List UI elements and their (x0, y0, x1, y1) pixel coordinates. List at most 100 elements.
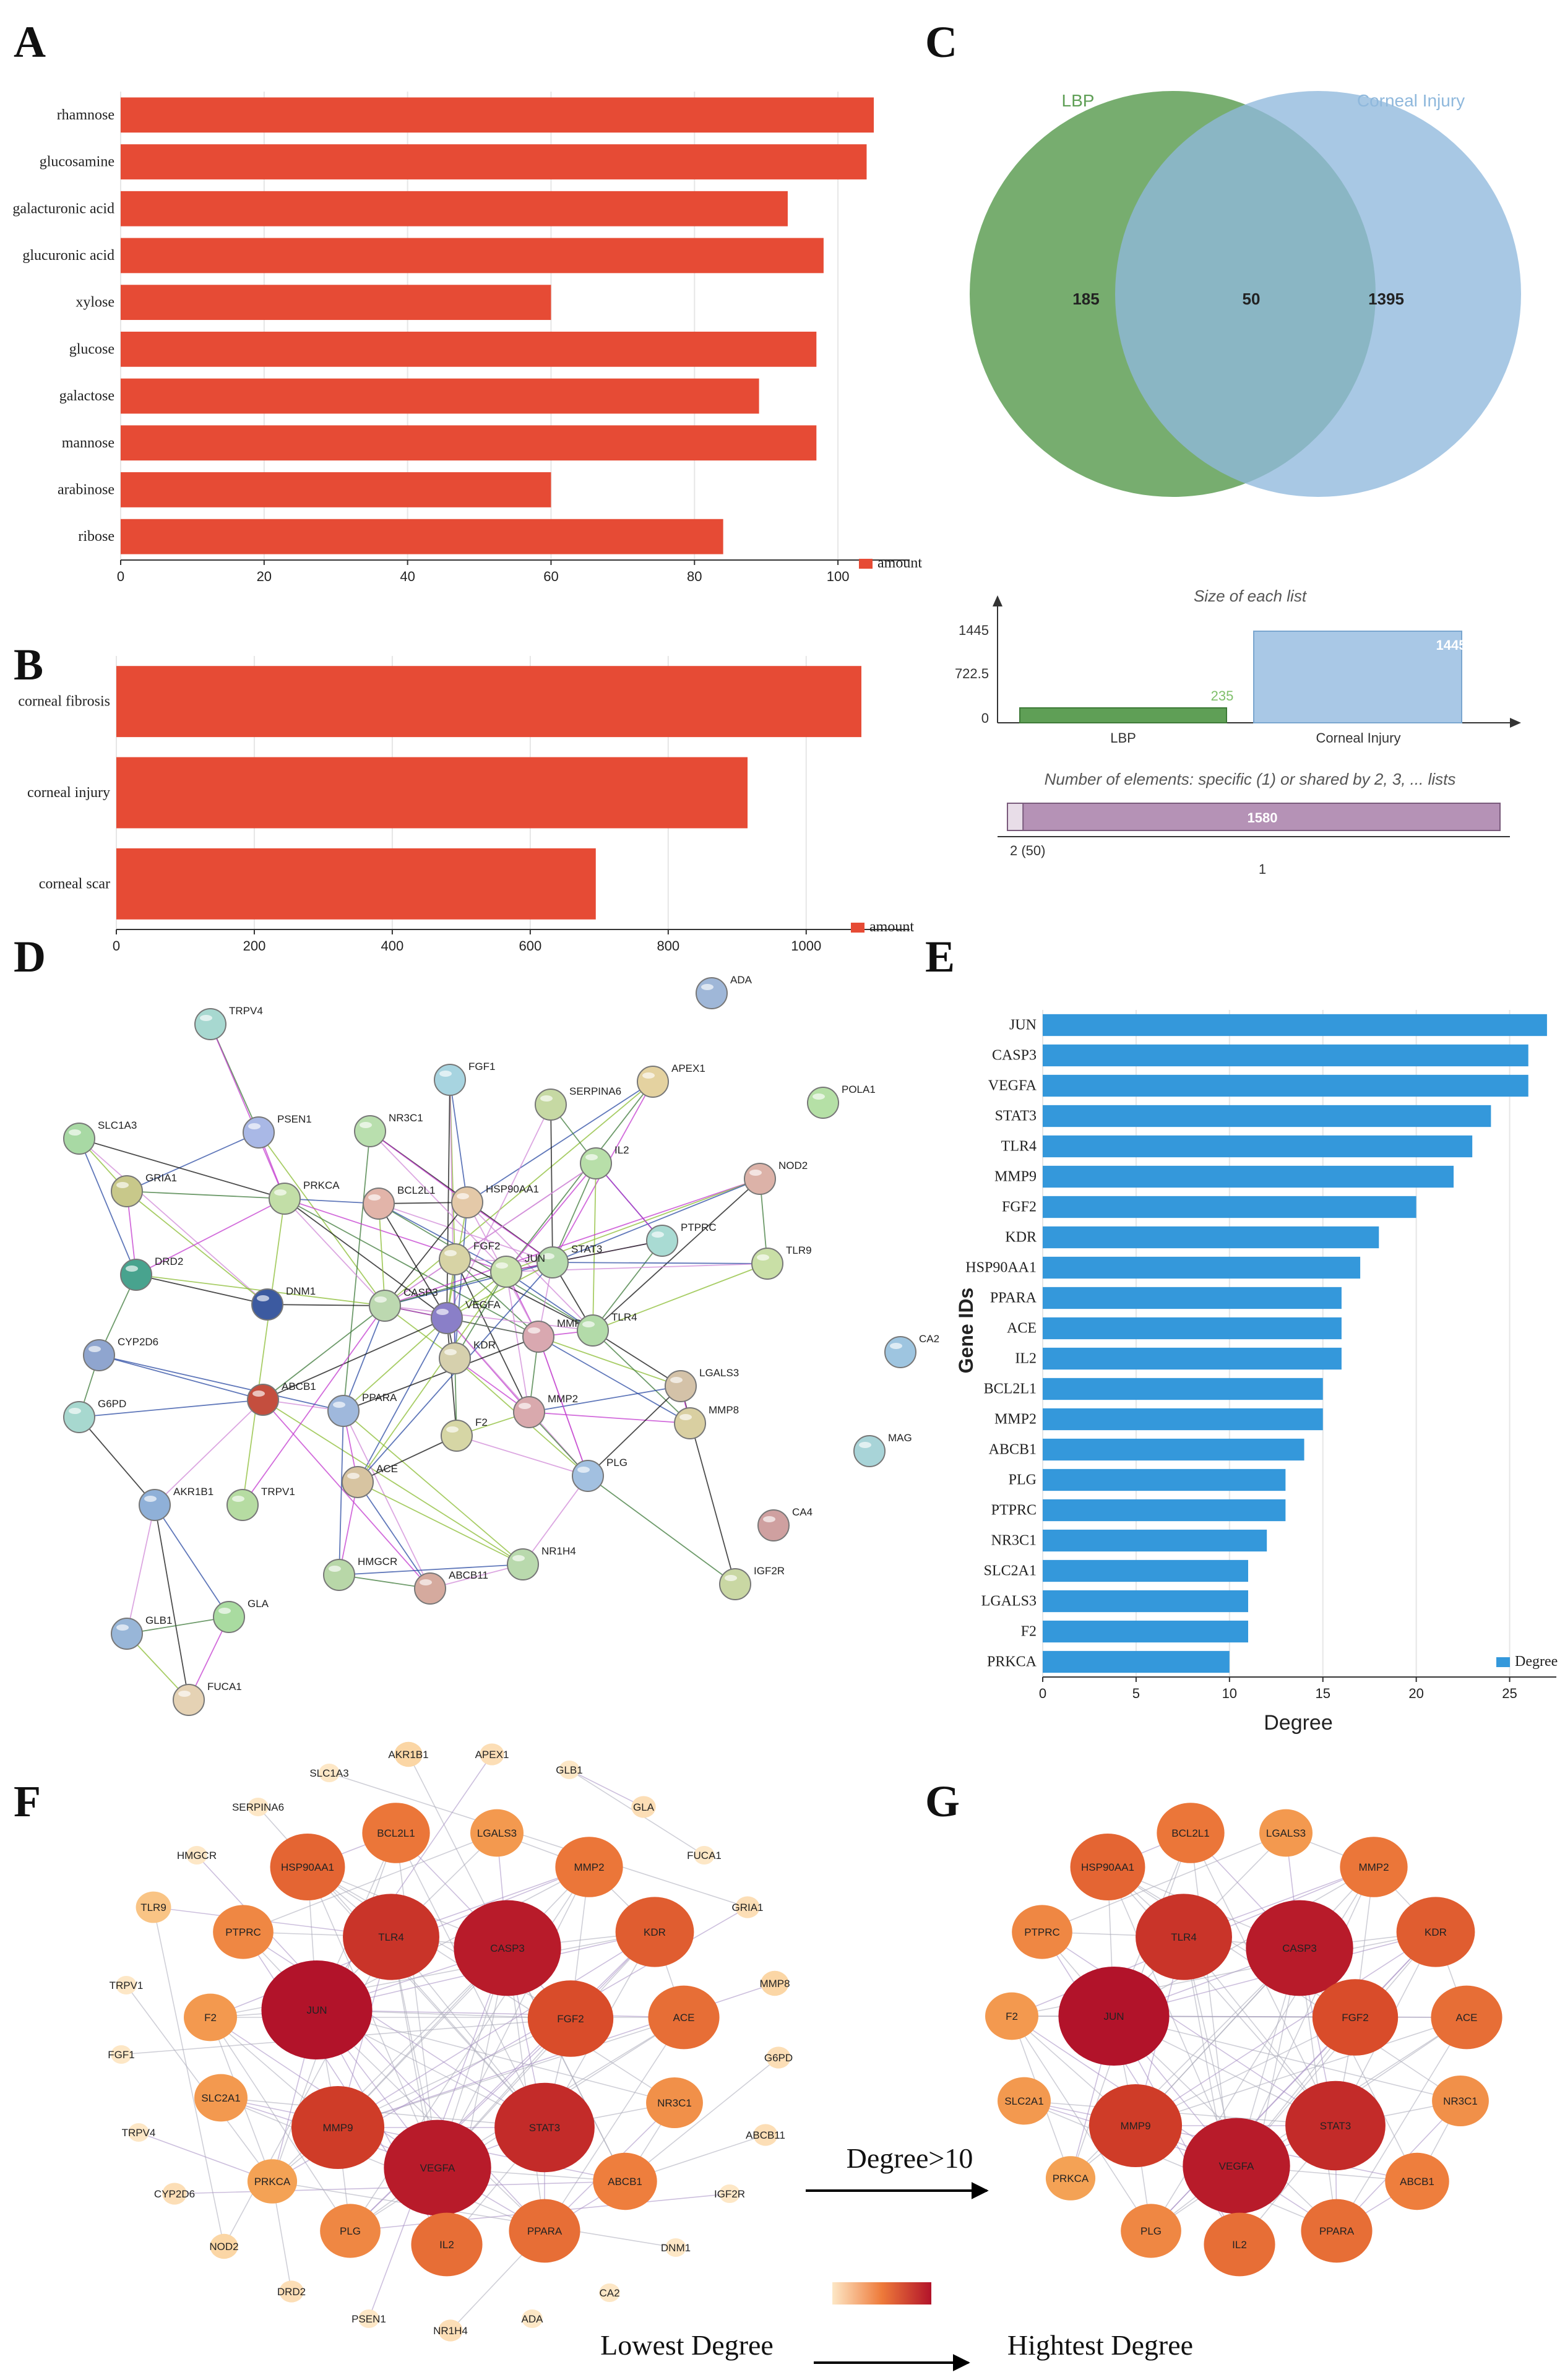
node-trpv4 (194, 1008, 226, 1040)
bar-corneal-injury (116, 757, 748, 829)
node-tlr4 (577, 1314, 609, 1347)
bar-il2 (1043, 1347, 1342, 1370)
node-label-abcb1: ABCB1 (608, 2176, 642, 2188)
node-ace (342, 1466, 374, 1498)
category-label-plg: PLG (1009, 1472, 1037, 1488)
edge-ptprc-il2 (595, 1163, 663, 1241)
edge-stat3-hsp90aa1 (1107, 1866, 1336, 2126)
edge-tlr4-lgals3 (592, 1330, 681, 1387)
edge-mmp9-mmp8 (538, 1336, 691, 1424)
edge-bcl2l1-casp3 (378, 1203, 386, 1306)
edge-ace-jun (357, 1271, 507, 1483)
node-label-psen1: PSEN1 (351, 2313, 386, 2325)
edge-stat3-casp3 (384, 1262, 553, 1306)
node-label-kdr: KDR (644, 1926, 666, 1938)
edge-nr3c1-jun (369, 1131, 507, 1272)
node-label-lgals3: LGALS3 (699, 1367, 739, 1379)
node-lgals3 (1259, 1809, 1313, 1857)
legend-label: amount (869, 919, 914, 935)
node-vegfa (384, 2119, 491, 2216)
node-plg (572, 1460, 604, 1492)
x-tick-label-100: 100 (827, 569, 850, 584)
category-label-mmp2: MMP2 (994, 1412, 1037, 1428)
node-label-bcl2l1: BCL2L1 (397, 1184, 435, 1196)
node-label-stat3: STAT3 (1320, 2120, 1351, 2132)
edge-abcb1-vegfa (262, 1317, 447, 1400)
node-dnm1 (665, 2238, 686, 2257)
node-label-jun: JUN (306, 2004, 327, 2016)
edge-nod2-tlr9 (153, 1907, 225, 2247)
node-label-gla: GLA (633, 1801, 655, 1813)
node-glb1 (111, 1618, 143, 1650)
edge-ptprc-tlr4 (592, 1240, 663, 1331)
bar-mmp9 (1043, 1165, 1454, 1188)
node-label-ada: ADA (522, 2313, 544, 2325)
edge-akr1b1-gla (154, 1504, 230, 1618)
edge-mmp2-lgals3 (528, 1386, 681, 1413)
edge-tlr4-mmp8 (592, 1330, 691, 1424)
node-mmp2 (1340, 1837, 1408, 1897)
bar-bcl2l1 (1043, 1378, 1323, 1400)
node-label-f2: F2 (204, 2012, 217, 2024)
node-shine-pola1 (813, 1093, 825, 1100)
edge-nr3c1-hsp90aa1 (369, 1131, 468, 1203)
node-label-abcb1: ABCB1 (1400, 2176, 1434, 2188)
node-shine-mmp2 (519, 1403, 531, 1409)
node-cyp2d6 (83, 1339, 115, 1371)
node-casp3 (1246, 1900, 1353, 1996)
node-label-stat3: STAT3 (571, 1243, 602, 1255)
node-abcb1 (247, 1384, 279, 1416)
node-label-abcb11: ABCB11 (746, 2129, 785, 2141)
node-nr3c1 (646, 2077, 703, 2128)
node-label-ada: ADA (730, 974, 752, 986)
node-label-ppara: PPARA (362, 1392, 397, 1403)
edge-trpv4-prkca (210, 1024, 285, 1199)
edge-ppara-hmgcr (338, 1410, 344, 1576)
category-label-il2: IL2 (1015, 1351, 1037, 1367)
edge-gria1-dnm1 (126, 1191, 268, 1305)
node-label-casp3: CASP3 (490, 1942, 525, 1954)
edge-psen1-gria1 (126, 1132, 259, 1192)
x-tick-label-0: 0 (117, 569, 124, 584)
node-label-mmp9: MMP9 (322, 2122, 353, 2134)
node-hsp90aa1 (1070, 1834, 1145, 1900)
node-shine-f2 (446, 1426, 459, 1433)
edge-prkca-mmp9 (284, 1198, 539, 1337)
node-label-ptprc: PTPRC (225, 1926, 261, 1938)
node-label-lgals3: LGALS3 (1266, 1827, 1306, 1839)
edge-fgf1-hsp90aa1 (449, 1079, 468, 1203)
node-label-ppara: PPARA (1319, 2225, 1355, 2237)
edge-prkca-trpv1 (126, 1985, 273, 2182)
bar-galacturonic-acid (121, 191, 788, 226)
node-label-gla: GLA (248, 1598, 269, 1610)
node-shine-trpv4 (200, 1015, 212, 1021)
node-pola1 (807, 1087, 839, 1119)
node-label-apex1: APEX1 (475, 1749, 509, 1761)
node-shine-abcb11 (420, 1579, 432, 1585)
node-ppara (327, 1395, 360, 1427)
node-serpina6 (535, 1089, 567, 1121)
chart-g-network-filtered: BCL2L1 LGALS3 HSP90AA1 MMP2 PTPRC TLR4 CASP3 KD… (985, 1803, 1502, 2277)
node-prkca (247, 2159, 298, 2204)
category-label-hsp90aa1: HSP90AA1 (965, 1260, 1037, 1276)
edge-ppara-nr1h4 (343, 1410, 524, 1565)
node-shine-ppara (333, 1402, 345, 1408)
node-label-dnm1: DNM1 (286, 1285, 316, 1297)
edge-hsp90aa1-stat3 (467, 1202, 553, 1263)
x-tick-label-80: 80 (687, 569, 702, 584)
edge-abcb1-casp3 (262, 1305, 386, 1400)
edge-bcl2l1-stat3 (378, 1203, 553, 1263)
node-shine-mag (859, 1442, 871, 1448)
panel-label-g: G (925, 1777, 960, 1826)
node-label-il2: IL2 (614, 1144, 629, 1156)
node-shine-tlr4 (582, 1321, 595, 1327)
bar-mannose (121, 425, 817, 461)
degree-gradient-bar (832, 2282, 931, 2305)
size-chart-y-arrow (993, 595, 1002, 606)
edge-jun-nr3c1 (1113, 2016, 1461, 2102)
category-label-rhamnose: rhamnose (57, 107, 114, 123)
x-tick-label-600: 600 (519, 938, 542, 954)
edge-mmp9-mmp2 (1135, 1866, 1374, 2126)
edge-nr3c1-ppara (343, 1131, 371, 1412)
